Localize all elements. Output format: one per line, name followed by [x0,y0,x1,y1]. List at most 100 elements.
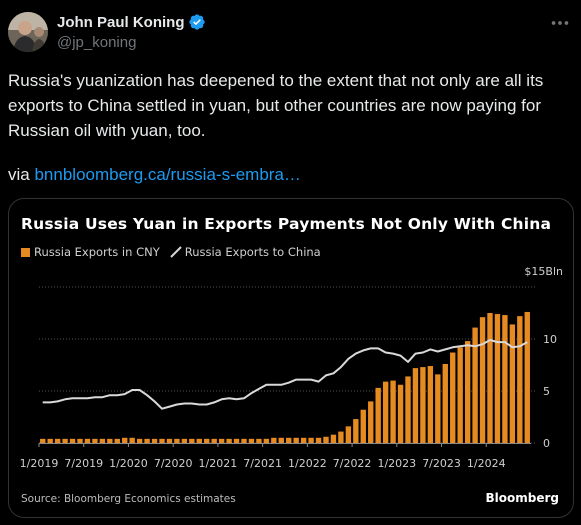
bar [114,438,120,443]
bar [360,409,366,443]
legend-line-icon [170,246,182,258]
bar [487,313,493,443]
bar [248,438,255,443]
y-tick-label: 5 [543,385,550,398]
bar [330,434,337,443]
bar [412,368,419,443]
bar [524,311,530,443]
y-unit-label: $15Bln [524,265,563,278]
bar [315,437,322,443]
bar [84,438,91,443]
chart-legend: Russia Exports in CNY Russia Exports to … [21,244,321,260]
bar [256,438,262,443]
bar [92,438,98,443]
x-tick-label: 7/2022 [333,457,372,470]
bar [345,426,352,443]
bar [517,316,523,443]
bar [159,438,165,443]
x-tick-label: 7/2019 [64,457,103,470]
bar [181,438,188,443]
author-handle[interactable]: @jp_koning [57,34,137,51]
x-tick-label: 1/2023 [377,457,416,470]
avatar[interactable] [8,12,48,52]
via-prefix: via [8,165,30,184]
bar [405,376,411,443]
bar [278,437,284,443]
bar [144,438,150,443]
bar [353,419,359,443]
bar [211,438,217,443]
more-options-icon[interactable] [549,12,571,34]
bar [271,437,277,443]
y-tick-label: 10 [543,333,557,346]
x-tick-label: 7/2021 [243,457,282,470]
bar [151,438,158,443]
legend-bar-swatch [21,247,30,257]
bar [338,431,344,443]
bar [54,438,61,443]
bar [47,438,53,443]
bar [427,366,434,443]
bar [263,438,270,443]
bar [286,437,292,443]
bar [218,438,225,443]
chart-plot: 0 5 10 $15Bln 1/2019 7/2019 1/2020 7/2020 1/2021… [20,265,563,470]
chart-title: Russia Uses Yuan in Exports Payments Not… [21,215,552,233]
bar [509,324,516,443]
bar [479,317,486,443]
bar [397,384,404,443]
bar [450,352,456,443]
bar [99,438,106,443]
bloomberg-logo: Bloomberg [485,491,560,505]
bar [442,363,448,443]
bar [502,315,508,443]
x-tick-label: 7/2020 [154,457,193,470]
tweet-text: Russia's yuanization has deepened to the… [8,68,574,143]
y-tick-label: 0 [543,437,550,450]
bar [300,437,307,443]
x-tick-label: 1/2024 [467,457,506,470]
bar [435,374,441,443]
avatar-photo-icon [8,12,48,52]
bar [122,437,128,443]
bar [136,438,143,443]
bar [241,438,247,443]
x-tick-label: 1/2020 [109,457,148,470]
author-display-name[interactable]: John Paul Koning [57,13,185,31]
chart-card[interactable]: 0 5 10 $15Bln 1/2019 7/2019 1/2020 7/2020 1/2021… [8,198,574,518]
x-tick-label: 1/2021 [199,457,238,470]
bar [308,437,314,443]
bar [107,438,113,443]
author-name-row[interactable]: John Paul Koning [57,12,206,32]
bar [166,438,173,443]
bar [189,438,195,443]
bar [420,367,426,443]
bar [69,438,76,443]
bar [457,347,463,443]
series-line [42,339,528,410]
bar [129,437,135,443]
bar [494,314,501,443]
bar [375,387,381,443]
article-link[interactable]: bnnbloomberg.ca/russia-s-embra… [34,165,301,184]
bar [77,438,83,443]
tweet-via-line: via bnnbloomberg.ca/russia-s-embra… [8,162,301,187]
x-tick-label: 1/2019 [20,457,59,470]
x-tick-label: 7/2023 [422,457,461,470]
bar [40,438,46,443]
bar [174,438,180,443]
bar [382,381,389,443]
legend-entry-china: Russia Exports to China [184,245,321,259]
bar [204,438,210,443]
bar [368,401,374,443]
tweet-body: Russia's yuanization has deepened to the… [8,71,544,140]
legend-entry-cny: Russia Exports in CNY [34,245,160,259]
bar [196,438,202,443]
chart-source: Source: Bloomberg Economics estimates [21,493,236,505]
bar [293,437,299,443]
verified-badge-icon [188,14,205,30]
bar [323,436,329,443]
bar [226,438,232,443]
x-tick-label: 1/2022 [288,457,327,470]
